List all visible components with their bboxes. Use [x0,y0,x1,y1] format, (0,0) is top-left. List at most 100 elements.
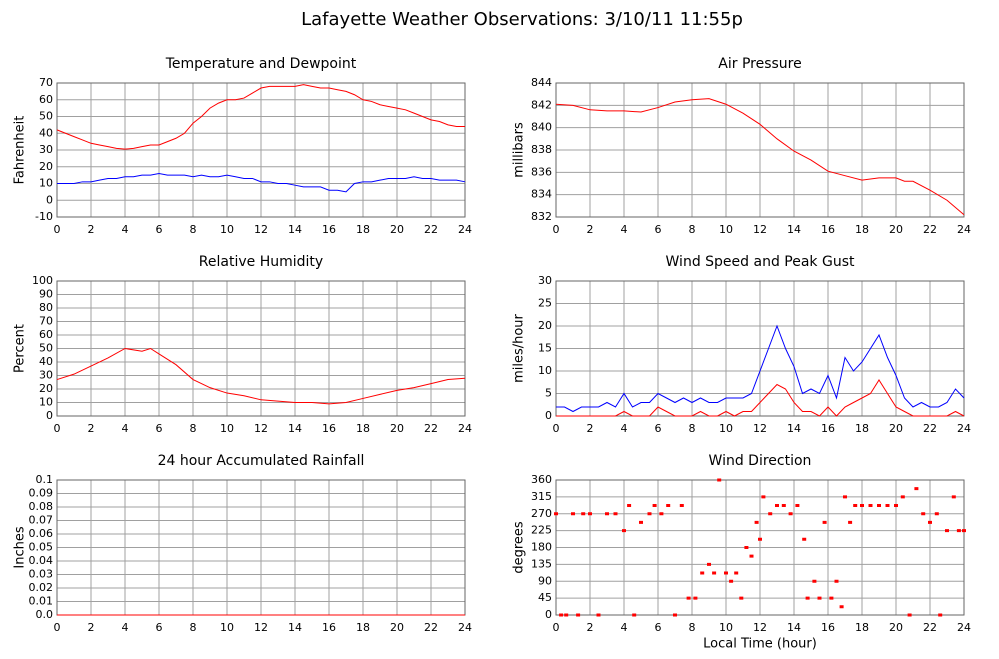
x-tick-label: 22 [923,422,937,435]
x-tick-label: 4 [122,621,129,634]
x-tick-label: 14 [787,223,801,236]
y-tick-label: 70 [39,315,53,328]
x-tick-label: 12 [753,223,767,236]
series-line [556,379,965,417]
point [679,504,684,507]
point [956,529,961,533]
point [907,613,912,617]
point [788,512,793,516]
x-tick-label: 24 [458,621,472,634]
point [775,504,779,507]
y-tick-label: 834 [531,188,552,201]
point [554,512,558,516]
point [754,520,759,524]
x-tick-label: 0 [553,621,560,634]
point [717,478,722,482]
y-tick-label: 10 [538,364,552,377]
x-tick-label: 6 [156,223,163,236]
point [627,504,632,507]
point [795,504,800,507]
x-tick-label: 18 [356,422,370,435]
x-tick-label: 6 [655,422,662,435]
point [739,596,744,600]
point [576,613,581,617]
x-tick-label: 14 [288,621,302,634]
x-tick-label: 6 [156,621,163,634]
page-title: Lafayette Weather Observations: 3/10/11 … [301,9,743,30]
plot-frame [555,82,965,218]
x-tick-label: 24 [458,223,472,236]
point [951,495,956,499]
x-tick-label: 24 [957,621,971,634]
x-tick-label: 16 [322,223,336,236]
series-line [57,172,466,193]
y-axis-label: millibars [512,122,527,178]
y-tick-label: 0.09 [29,487,54,500]
point [945,529,949,533]
y-tick-label: 30 [39,369,53,382]
point [659,512,664,516]
y-tick-label: 0 [545,409,552,422]
chart-title: Wind Direction [709,453,812,469]
y-axis-label: degrees [512,521,527,574]
x-tick-label: 10 [719,621,733,634]
x-tick-label: 12 [753,621,767,634]
y-tick-label: 0.04 [29,554,54,567]
chart-title: Temperature and Dewpoint [165,56,357,72]
x-tick-label: 10 [220,223,234,236]
x-tick-label: 16 [821,223,835,236]
x-tick-label: 6 [655,223,662,236]
point [613,512,618,516]
plot-frame [56,280,466,417]
y-tick-label: 80 [39,301,53,314]
y-tick-label: 10 [39,396,53,409]
x-tick-label: 0 [54,422,61,435]
point [817,596,822,600]
plot-frame [555,479,965,616]
x-tick-label: 4 [122,422,129,435]
y-tick-label: 840 [531,121,552,134]
y-tick-label: 838 [531,143,552,156]
series-line [56,84,465,150]
point [571,512,575,516]
point [914,487,919,491]
y-tick-label: 0 [46,193,53,206]
y-tick-label: 180 [531,541,552,554]
x-tick-label: 2 [587,223,594,236]
series-line [555,98,965,216]
y-tick-label: 832 [531,210,552,223]
y-tick-label: 0.05 [29,541,54,554]
point [839,605,844,609]
y-tick-label: 0.06 [29,527,54,540]
x-tick-label: 22 [923,621,937,634]
x-tick-label: 0 [54,621,61,634]
x-tick-label: 20 [889,422,903,435]
x-tick-label: 8 [689,223,696,236]
y-tick-label: 15 [538,342,552,355]
x-tick-label: 12 [254,223,268,236]
point [666,504,671,507]
x-tick-label: 0 [54,223,61,236]
point [647,512,652,516]
y-tick-label: 0.1 [36,473,54,486]
y-tick-label: 90 [39,288,53,301]
x-tick-label: 10 [719,223,733,236]
point [802,537,807,541]
point [860,504,864,507]
x-tick-label: 24 [957,223,971,236]
x-tick-label: 20 [889,223,903,236]
x-tick-label: 10 [220,621,234,634]
x-tick-label: 14 [787,621,801,634]
y-tick-label: 30 [538,274,552,287]
x-tick-label: 20 [889,621,903,634]
series-line [56,347,466,405]
y-tick-label: 0 [545,608,552,621]
x-tick-label: 2 [587,422,594,435]
x-tick-label: 10 [220,422,234,435]
point [605,512,609,516]
point [596,613,601,617]
x-tick-label: 24 [458,422,472,435]
point [768,512,773,516]
y-tick-label: 842 [531,98,552,111]
x-tick-label: 12 [254,621,268,634]
